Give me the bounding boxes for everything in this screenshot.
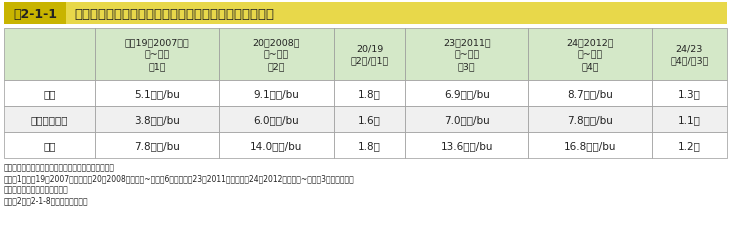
Text: 平成19（2007）年
２~７月
（1）: 平成19（2007）年 ２~７月 （1） xyxy=(124,38,189,71)
Text: 8.7ドル/bu: 8.7ドル/bu xyxy=(567,89,613,99)
Text: 資料：シカゴ商品取引所資料を基に農林水産省で作成: 資料：シカゴ商品取引所資料を基に農林水産省で作成 xyxy=(4,162,115,171)
Text: 9.1ドル/bu: 9.1ドル/bu xyxy=(253,89,299,99)
Text: 穀物、大豆の国際価格高騰時等における価格水準の比較: 穀物、大豆の国際価格高騰時等における価格水準の比較 xyxy=(74,7,274,20)
Bar xyxy=(219,106,334,132)
Text: とうもろこし: とうもろこし xyxy=(31,115,69,124)
Text: 6.9ドル/bu: 6.9ドル/bu xyxy=(444,89,490,99)
Text: 5.1ドル/bu: 5.1ドル/bu xyxy=(134,89,180,99)
Bar xyxy=(334,106,405,132)
Bar xyxy=(529,106,651,132)
Bar xyxy=(529,29,651,81)
Bar xyxy=(219,81,334,106)
Text: 1.1倍: 1.1倍 xyxy=(678,115,701,124)
Bar xyxy=(66,3,727,25)
Bar xyxy=(95,29,219,81)
Text: 6.0ドル/bu: 6.0ドル/bu xyxy=(253,115,299,124)
Bar xyxy=(4,132,95,158)
Bar xyxy=(405,81,529,106)
Text: 大豆: 大豆 xyxy=(43,140,56,150)
Bar xyxy=(334,29,405,81)
Bar xyxy=(4,106,95,132)
Text: 14.0ドル/bu: 14.0ドル/bu xyxy=(250,140,303,150)
Text: 注：1）平成19（2007）年、平成20（2008）年は２~７月の6か月、平成23（2011）年、平成24（2012）年は７~９月の3か月における: 注：1）平成19（2007）年、平成20（2008）年は２~７月の6か月、平成2… xyxy=(4,173,355,182)
Text: 表2-1-1: 表2-1-1 xyxy=(13,7,57,20)
Text: 16.8ドル/bu: 16.8ドル/bu xyxy=(564,140,616,150)
Text: 20/19
（2）/（1）: 20/19 （2）/（1） xyxy=(350,44,389,65)
Text: 3.8ドル/bu: 3.8ドル/bu xyxy=(134,115,180,124)
Bar xyxy=(651,29,727,81)
Text: 13.6ドル/bu: 13.6ドル/bu xyxy=(441,140,493,150)
Text: 2）図2-1-8の注釈２）参照。: 2）図2-1-8の注釈２）参照。 xyxy=(4,195,88,204)
Text: 7.0ドル/bu: 7.0ドル/bu xyxy=(444,115,490,124)
Bar xyxy=(651,132,727,158)
Text: 24（2012）
７~９月
（4）: 24（2012） ７~９月 （4） xyxy=(567,38,614,71)
Text: 1.6倍: 1.6倍 xyxy=(358,115,381,124)
Bar xyxy=(405,29,529,81)
Bar xyxy=(334,132,405,158)
Text: 7.8ドル/bu: 7.8ドル/bu xyxy=(567,115,613,124)
Bar xyxy=(529,132,651,158)
Text: 23（2011）
７~９月
（3）: 23（2011） ７~９月 （3） xyxy=(443,38,491,71)
Text: 1.8倍: 1.8倍 xyxy=(358,140,381,150)
Bar xyxy=(651,81,727,106)
Bar xyxy=(4,29,95,81)
Bar xyxy=(529,81,651,106)
Bar xyxy=(651,106,727,132)
Bar xyxy=(219,29,334,81)
Text: 1.8倍: 1.8倍 xyxy=(358,89,381,99)
Bar xyxy=(95,106,219,132)
Bar xyxy=(95,132,219,158)
Text: 1.2倍: 1.2倍 xyxy=(678,140,701,150)
Text: 7.8ドル/bu: 7.8ドル/bu xyxy=(134,140,180,150)
Bar xyxy=(4,81,95,106)
Text: 24/23
（4）/（3）: 24/23 （4）/（3） xyxy=(670,44,708,65)
Bar xyxy=(405,106,529,132)
Bar xyxy=(334,81,405,106)
Text: 20（2008）
２~７月
（2）: 20（2008） ２~７月 （2） xyxy=(252,38,300,71)
Bar xyxy=(219,132,334,158)
Text: る期近価格の平均値。: る期近価格の平均値。 xyxy=(4,184,69,193)
Text: 1.3倍: 1.3倍 xyxy=(678,89,701,99)
Bar xyxy=(4,3,66,25)
Bar xyxy=(95,81,219,106)
Bar xyxy=(405,132,529,158)
Text: 小麦: 小麦 xyxy=(43,89,56,99)
